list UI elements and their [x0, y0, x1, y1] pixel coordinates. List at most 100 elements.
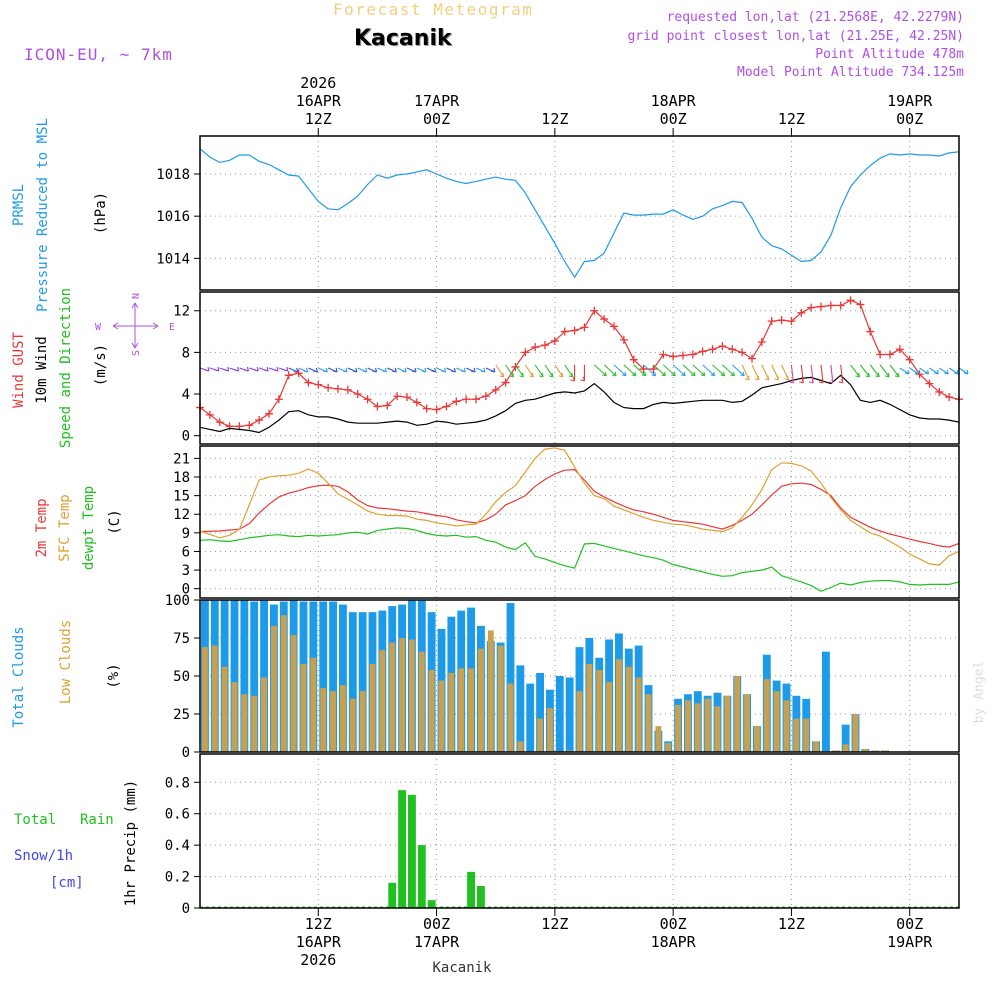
low-cloud-bar [418, 651, 425, 752]
low-cloud-bar [507, 683, 514, 752]
gust-marker [649, 365, 658, 374]
wind-direction-arrow [239, 366, 249, 372]
low-cloud-bar [852, 714, 859, 752]
low-cloud-bar [586, 663, 593, 752]
gust-marker [462, 395, 471, 404]
top-time-label: 00Z [660, 110, 687, 128]
wind-direction-arrow [219, 366, 230, 372]
rain-bar [408, 794, 416, 908]
bottom-time-label: 12Z [305, 915, 332, 933]
wind-direction-arrow [554, 364, 564, 378]
gust-marker [353, 390, 362, 399]
low-cloud-bar [389, 642, 396, 752]
low-cloud-bar [616, 659, 622, 752]
low-cloud-label: Low Clouds [58, 620, 74, 704]
clouds-ytick-label: 75 [173, 631, 190, 647]
cloud-unit: (%) [106, 663, 122, 688]
top-time-label: 12Z [541, 110, 568, 128]
wind-direction-arrow [268, 366, 279, 372]
gust-marker [728, 345, 737, 354]
pressure-frame [199, 135, 960, 291]
gust-marker [935, 387, 944, 396]
wind-direction-arrow [357, 367, 368, 373]
pressure-ytick-label: 1014 [156, 251, 190, 267]
precipitation-frame [199, 753, 960, 909]
wind-direction-arrow [702, 364, 716, 377]
gust-marker [314, 380, 323, 389]
low-cloud-bar [300, 663, 307, 752]
model-name: ICON-EU, ~ 7km [24, 45, 173, 64]
gust-marker [491, 385, 500, 394]
top-time-label: 12Z [305, 110, 332, 128]
gust-marker [698, 347, 707, 356]
wind-direction-arrow [741, 364, 750, 381]
rain-bar [398, 790, 406, 908]
top-time-label: 17APR [414, 92, 460, 110]
rain-bar [427, 900, 436, 908]
wind-direction-arrow [909, 367, 920, 375]
precipitation-panel: 0 0.2 0.4 0.6 0.8 [165, 753, 960, 917]
low-cloud-bar [310, 657, 317, 752]
pressure-prmsl-line [199, 148, 960, 279]
low-cloud-bar [685, 700, 691, 752]
compass-w: W [95, 322, 102, 333]
gust-marker [255, 416, 264, 425]
wind-direction-arrow [514, 364, 524, 378]
gust-marker [363, 395, 372, 404]
gust-marker [570, 326, 579, 335]
top-time-label: 16APR [296, 92, 342, 110]
temperature-ytick-label: 18 [173, 470, 190, 486]
pressure-labels: PRMSL Pressure Reduced to MSL (hPa) [11, 118, 109, 312]
clouds-panel: 0 25 50 75 100 [165, 593, 960, 761]
wind-direction-arrow [643, 364, 657, 377]
gust-marker [777, 316, 786, 325]
low-cloud-bar [537, 718, 543, 752]
gust-marker [550, 336, 559, 345]
temperature-ytick-label: 0 [182, 582, 190, 598]
gust-marker [610, 322, 618, 331]
gust-marker [797, 308, 806, 317]
wind-direction-arrow [570, 364, 576, 382]
gust-marker [294, 369, 303, 378]
low-cloud-bar [576, 691, 583, 752]
low-cloud-bar [359, 691, 366, 752]
wind-ytick-label: 4 [182, 387, 190, 403]
low-cloud-bar [724, 695, 731, 752]
wind-direction-arrow [465, 367, 476, 373]
wind-direction-arrow [899, 367, 910, 375]
temperature-sfc-temp-line [199, 447, 960, 566]
top-time-label: 00Z [423, 110, 450, 128]
gust-marker [304, 378, 313, 387]
low-cloud-bar [783, 700, 790, 752]
snow-label: Snow/1h [14, 848, 73, 864]
gust-marker [836, 301, 845, 310]
gust-marker [945, 393, 954, 402]
bottom-time-label: 00Z [423, 915, 450, 933]
low-cloud-bar [231, 682, 238, 752]
low-cloud-bar [744, 694, 750, 752]
wind-direction-arrow [318, 367, 328, 373]
gust-marker [383, 401, 392, 410]
gust-marker [708, 345, 717, 354]
wind-direction-arrow [751, 364, 760, 381]
top-time-label: 00Z [896, 110, 923, 128]
pressure-panel: 1014 1016 1018 [156, 135, 960, 291]
wind-direction-arrow [789, 364, 794, 384]
temperature-ytick-label: 6 [182, 544, 190, 560]
total-cloud-bar [348, 612, 357, 752]
wind10-label: 10m Wind [34, 336, 50, 403]
temp-unit: (C) [107, 509, 123, 534]
gust-marker [866, 327, 875, 336]
wind-direction-arrow [809, 364, 814, 384]
wind-direction-arrow [929, 367, 939, 375]
cloud-labels: Total Clouds Low Clouds (%) [11, 620, 122, 728]
total-cloud-bar [526, 683, 535, 752]
low-cloud-bar [290, 634, 297, 752]
low-cloud-bar [625, 666, 632, 752]
low-cloud-bar [566, 750, 573, 752]
rain-label: Rain [80, 812, 114, 828]
wind-direction-arrow [367, 367, 378, 373]
low-cloud-bar [202, 647, 208, 752]
gust-marker [373, 402, 382, 411]
gust-marker [412, 398, 421, 407]
